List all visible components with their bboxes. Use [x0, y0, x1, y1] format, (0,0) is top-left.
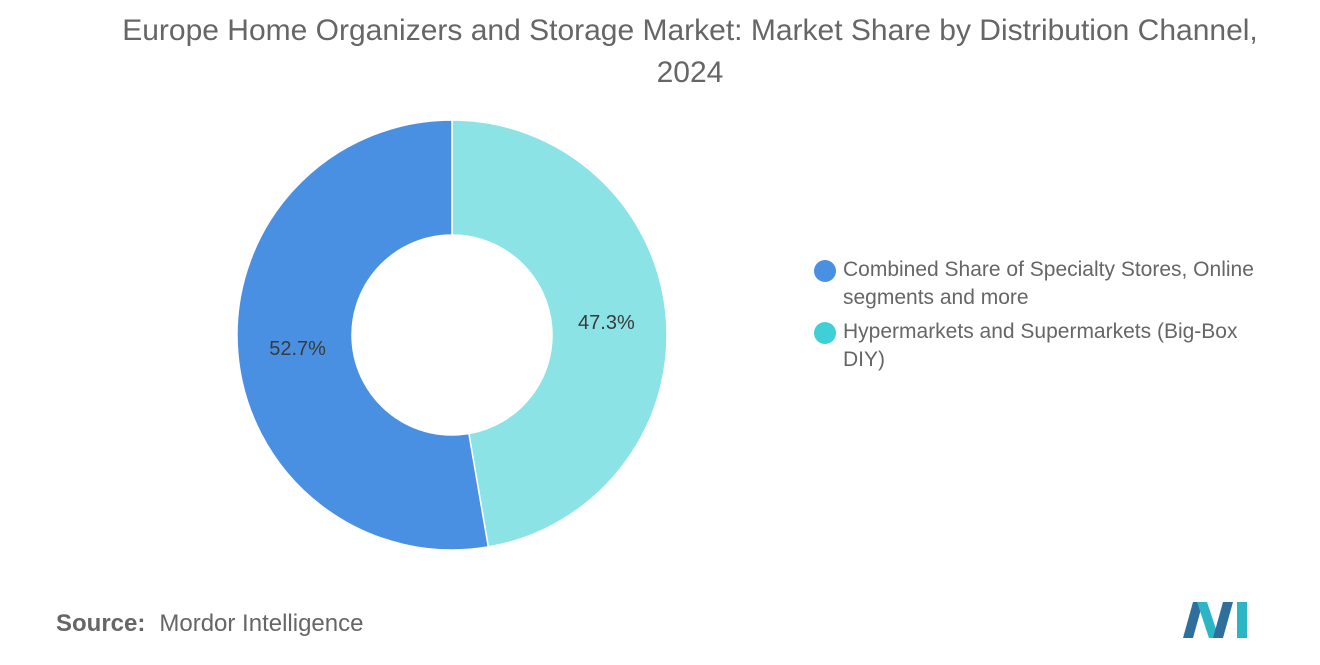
source-prefix: Source: [56, 610, 146, 637]
legend-swatch-icon [814, 260, 836, 282]
legend-label: Hypermarkets and Supermarkets (Big-Box D… [843, 320, 1238, 371]
donut-slice-label-1: 52.7% [269, 338, 326, 360]
donut-slice-1[interactable] [236, 119, 490, 551]
legend-item-specialty-online[interactable]: Combined Share of Specialty Stores, Onli… [814, 256, 1284, 312]
legend-item-hypermarkets[interactable]: Hypermarkets and Supermarkets (Big-Box D… [814, 318, 1284, 374]
legend-swatch-icon [814, 322, 836, 344]
donut-slice-label-0: 47.3% [578, 312, 635, 334]
chart-title: Europe Home Organizers and Storage Marke… [122, 14, 1258, 89]
mordor-intelligence-logo-icon [1183, 602, 1247, 638]
chart-legend: Combined Share of Specialty Stores, Onli… [814, 256, 1284, 380]
donut-slice-0[interactable] [451, 119, 668, 548]
source-note: Source: Mordor Intelligence [56, 610, 363, 638]
legend-label: Combined Share of Specialty Stores, Onli… [843, 258, 1254, 309]
source-text: Mordor Intelligence [159, 610, 364, 637]
